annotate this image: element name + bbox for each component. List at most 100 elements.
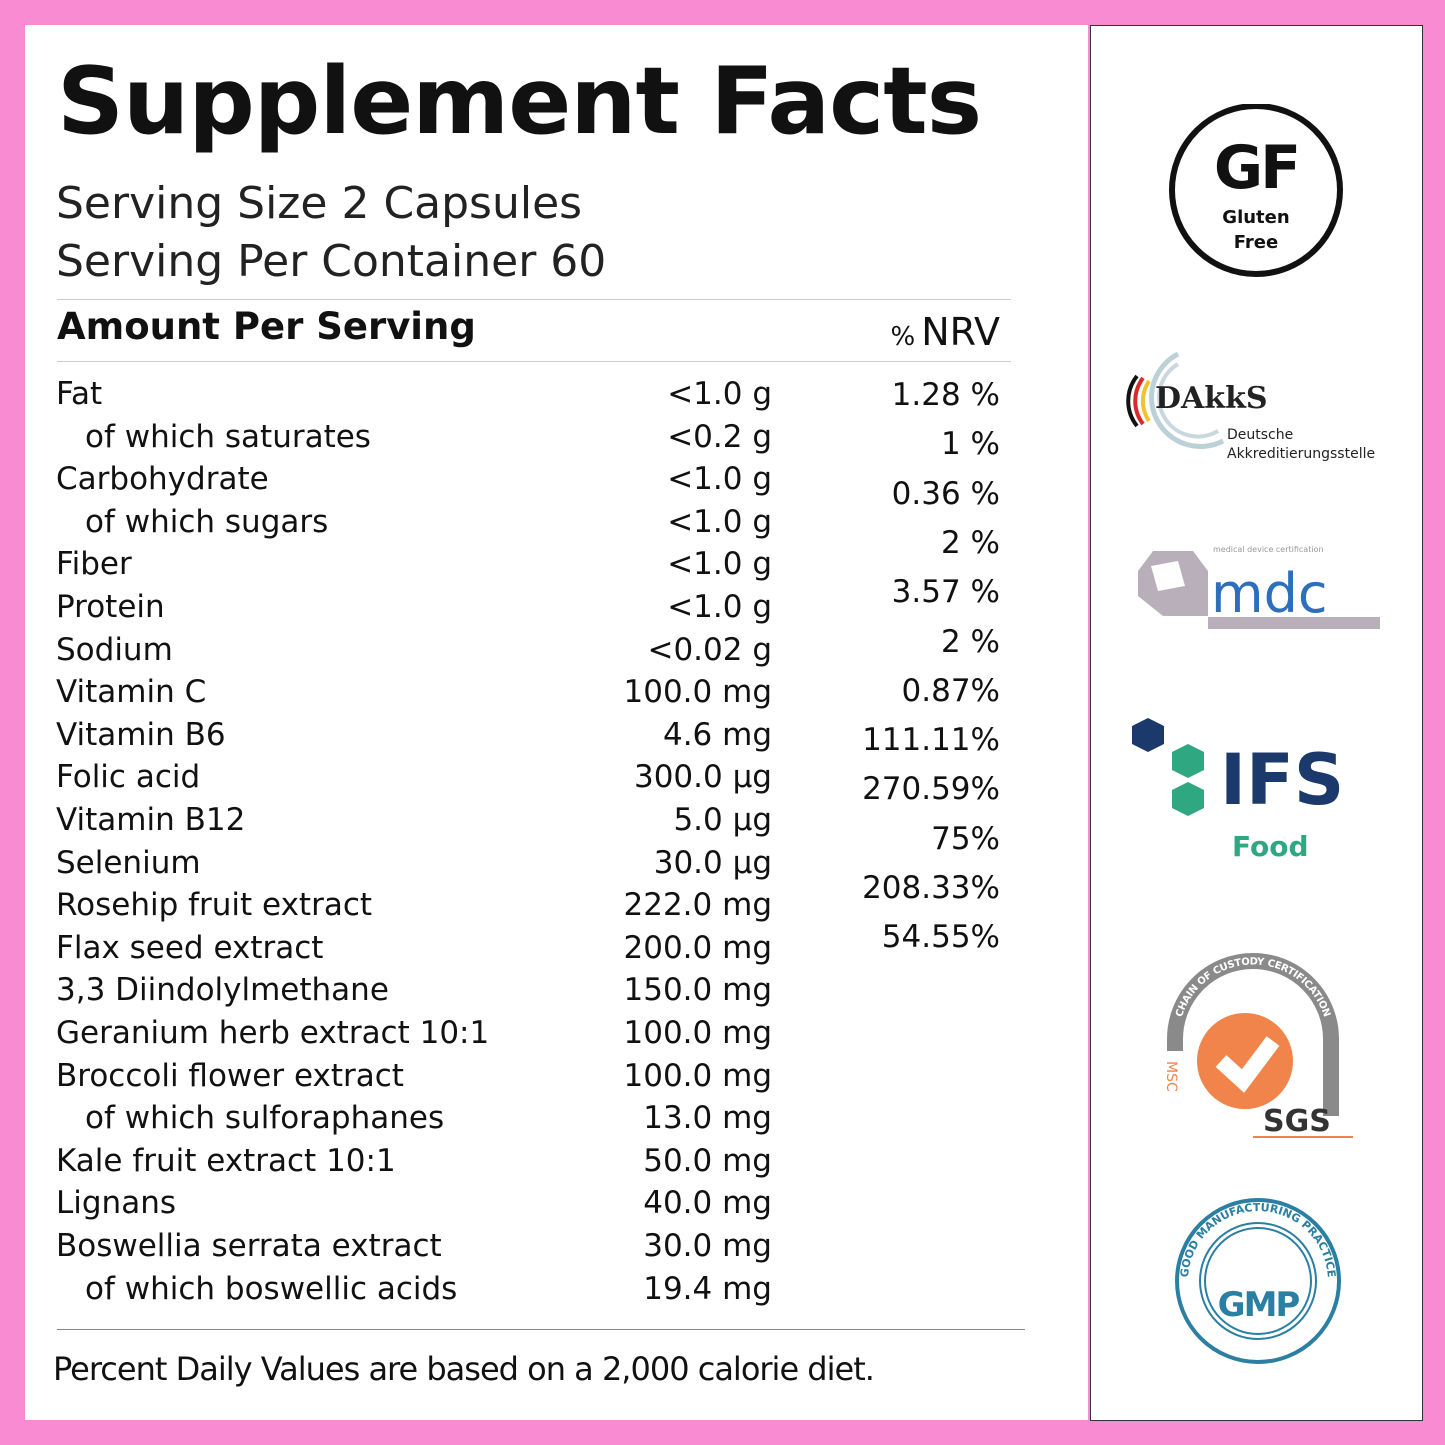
svg-text:SGS: SGS: [1263, 1104, 1331, 1139]
nrv-value: 0.36 %: [891, 475, 1000, 512]
nutrient-name: Fiber: [56, 546, 132, 583]
nutrient-row: Flax seed extract 200.0 mg: [56, 930, 772, 972]
nutrient-row: of which sulforaphanes 13.0 mg: [56, 1100, 772, 1142]
nutrient-amount: 13.0 mg: [643, 1100, 772, 1137]
svg-text:Free: Free: [1233, 232, 1277, 253]
nutrient-name: Fat: [56, 376, 103, 412]
nutrient-row: Kale fruit extract 10:1 50.0 mg: [56, 1143, 772, 1185]
nutrient-name: Sodium: [56, 631, 173, 668]
svg-text:MSC: MSC: [1163, 1061, 1179, 1092]
nrv-value: 0.87%: [901, 672, 1000, 709]
sgs-arc-text: CHAIN OF CUSTODY CERTIFICATION: [1174, 956, 1332, 1018]
svg-text:medical device certification: medical device certification: [1213, 545, 1324, 554]
nutrient-name: Boswellia serrata extract: [56, 1228, 442, 1264]
nutrient-amount: 19.4 mg: [643, 1270, 772, 1307]
amount-per-serving-header: Amount Per Serving: [57, 305, 476, 348]
nutrient-amount: 200.0 mg: [623, 929, 772, 966]
nutrient-name: Carbohydrate: [56, 461, 269, 498]
nutrient-name: Flax seed extract: [56, 929, 324, 966]
percent-symbol: %: [890, 322, 916, 352]
nutrient-row: Boswellia serrata extract 30.0 mg: [56, 1228, 772, 1270]
nutrient-row: Rosehip fruit extract 222.0 mg: [56, 887, 772, 929]
sgs-msc-logo: CHAIN OF CUSTODY CERTIFICATION SGS MSC: [1091, 951, 1424, 1146]
nrv-value: 1 %: [940, 426, 1000, 463]
sgs-arc-label: CHAIN OF CUSTODY CERTIFICATION: [1174, 956, 1332, 1018]
nutrient-name: of which boswellic acids: [85, 1270, 458, 1307]
nutrient-amount: 30.0 µg: [653, 844, 772, 881]
nutrient-name: Folic acid: [56, 759, 201, 796]
nutrient-row: Lignans 40.0 mg: [56, 1185, 772, 1227]
nutrient-amount: 40.0 mg: [643, 1185, 772, 1222]
nutrient-amount: 100.0 mg: [623, 1015, 772, 1051]
nrv-value: 2 %: [940, 623, 1000, 660]
nutrient-row: Carbohydrate <1.0 g: [56, 461, 772, 503]
svg-text:GF: GF: [1213, 133, 1297, 203]
supplement-facts-panel: Supplement Facts Serving Size 2 Capsules…: [25, 25, 1088, 1420]
svg-text:DAkkS: DAkkS: [1155, 381, 1268, 416]
nutrient-amount: <1.0 g: [667, 376, 772, 412]
nutrient-row: Vitamin B12 5.0 µg: [56, 802, 772, 844]
mdc-logo: medical device certification mdc: [1091, 541, 1424, 636]
svg-text:mdc: mdc: [1211, 562, 1328, 625]
divider: [57, 361, 1011, 362]
nutrient-name: Geranium herb extract 10:1: [56, 1015, 490, 1051]
svg-text:Akkreditierungsstelle: Akkreditierungsstelle: [1227, 446, 1375, 462]
nutrient-row: Geranium herb extract 10:1 100.0 mg: [56, 1015, 772, 1057]
nutrient-amount: 300.0 µg: [633, 759, 772, 796]
nutrient-amount: 100.0 mg: [623, 1057, 772, 1094]
nutrient-row: Vitamin B6 4.6 mg: [56, 717, 772, 759]
nutrient-amount: 30.0 mg: [643, 1228, 772, 1264]
nutrient-name: Vitamin B12: [56, 802, 246, 838]
nutrient-row: Folic acid 300.0 µg: [56, 759, 772, 801]
nrv-value: 54.55%: [881, 919, 1000, 956]
nutrient-amount: <0.2 g: [667, 418, 772, 455]
nutrient-amount: <1.0 g: [667, 461, 772, 498]
page-title: Supplement Facts: [57, 47, 982, 155]
nutrient-amount: <0.02 g: [647, 631, 772, 668]
nutrient-row: Selenium 30.0 µg: [56, 845, 772, 887]
nutrient-amount: 150.0 mg: [623, 972, 772, 1009]
nutrient-amount: <1.0 g: [667, 503, 772, 540]
nutrient-amount: 222.0 mg: [623, 887, 772, 924]
nrv-value: 111.11%: [862, 722, 1000, 759]
nutrient-name: Kale fruit extract 10:1: [56, 1142, 396, 1179]
nrv-header: % NRV: [891, 310, 1000, 354]
nrv-value: 75%: [931, 820, 1000, 857]
nutrient-name: Selenium: [56, 844, 201, 881]
nutrient-amount: 4.6 mg: [662, 716, 772, 753]
nutrient-row: Sodium <0.02 g: [56, 632, 772, 674]
nutrient-name: Broccoli flower extract: [56, 1057, 404, 1094]
nutrient-name: of which saturates: [85, 418, 371, 455]
nutrient-row: Fiber <1.0 g: [56, 546, 772, 588]
nutrient-name: of which sugars: [85, 503, 329, 540]
gmp-logo: GOOD MANUFACTURING PRACTICE GMP: [1091, 1196, 1424, 1366]
nutrient-name: 3,3 Diindolylmethane: [56, 972, 389, 1009]
ifs-food-logo: IFS Food: [1091, 716, 1424, 866]
svg-text:Gluten: Gluten: [1222, 207, 1289, 228]
nrv-value: 1.28 %: [891, 377, 1000, 413]
serving-size: Serving Size 2 Capsules: [56, 178, 583, 229]
nutrient-amount: 100.0 mg: [623, 674, 772, 711]
nrv-value: 2 %: [940, 524, 1000, 561]
nutrient-name: of which sulforaphanes: [85, 1100, 445, 1137]
nutrient-row: of which boswellic acids 19.4 mg: [56, 1271, 772, 1313]
nutrient-row: Protein <1.0 g: [56, 589, 772, 631]
nutrient-row: Broccoli flower extract 100.0 mg: [56, 1058, 772, 1100]
gluten-free-logo: GF Gluten Free: [1091, 104, 1424, 279]
nrv-value: 270.59%: [862, 771, 1000, 808]
nrv-value: 208.33%: [862, 870, 1000, 906]
nutrient-amount: <1.0 g: [667, 589, 772, 625]
svg-text:IFS: IFS: [1220, 739, 1344, 821]
nutrient-name: Vitamin C: [56, 674, 207, 711]
divider: [57, 299, 1011, 300]
nutrient-name: Vitamin B6: [56, 716, 226, 753]
nutrient-amount: 50.0 mg: [643, 1142, 772, 1179]
nrv-value: 3.57 %: [891, 574, 1000, 611]
nutrient-name: Lignans: [56, 1185, 177, 1222]
nutrient-amount: 5.0 µg: [673, 802, 772, 838]
certifications-panel: GF Gluten Free DAkkS Deutsche Akkreditie…: [1090, 25, 1423, 1421]
servings-per-container: Serving Per Container 60: [56, 236, 607, 287]
nrv-label: NRV: [921, 310, 1000, 354]
nutrient-name: Protein: [56, 589, 165, 625]
svg-text:Food: Food: [1232, 830, 1309, 863]
